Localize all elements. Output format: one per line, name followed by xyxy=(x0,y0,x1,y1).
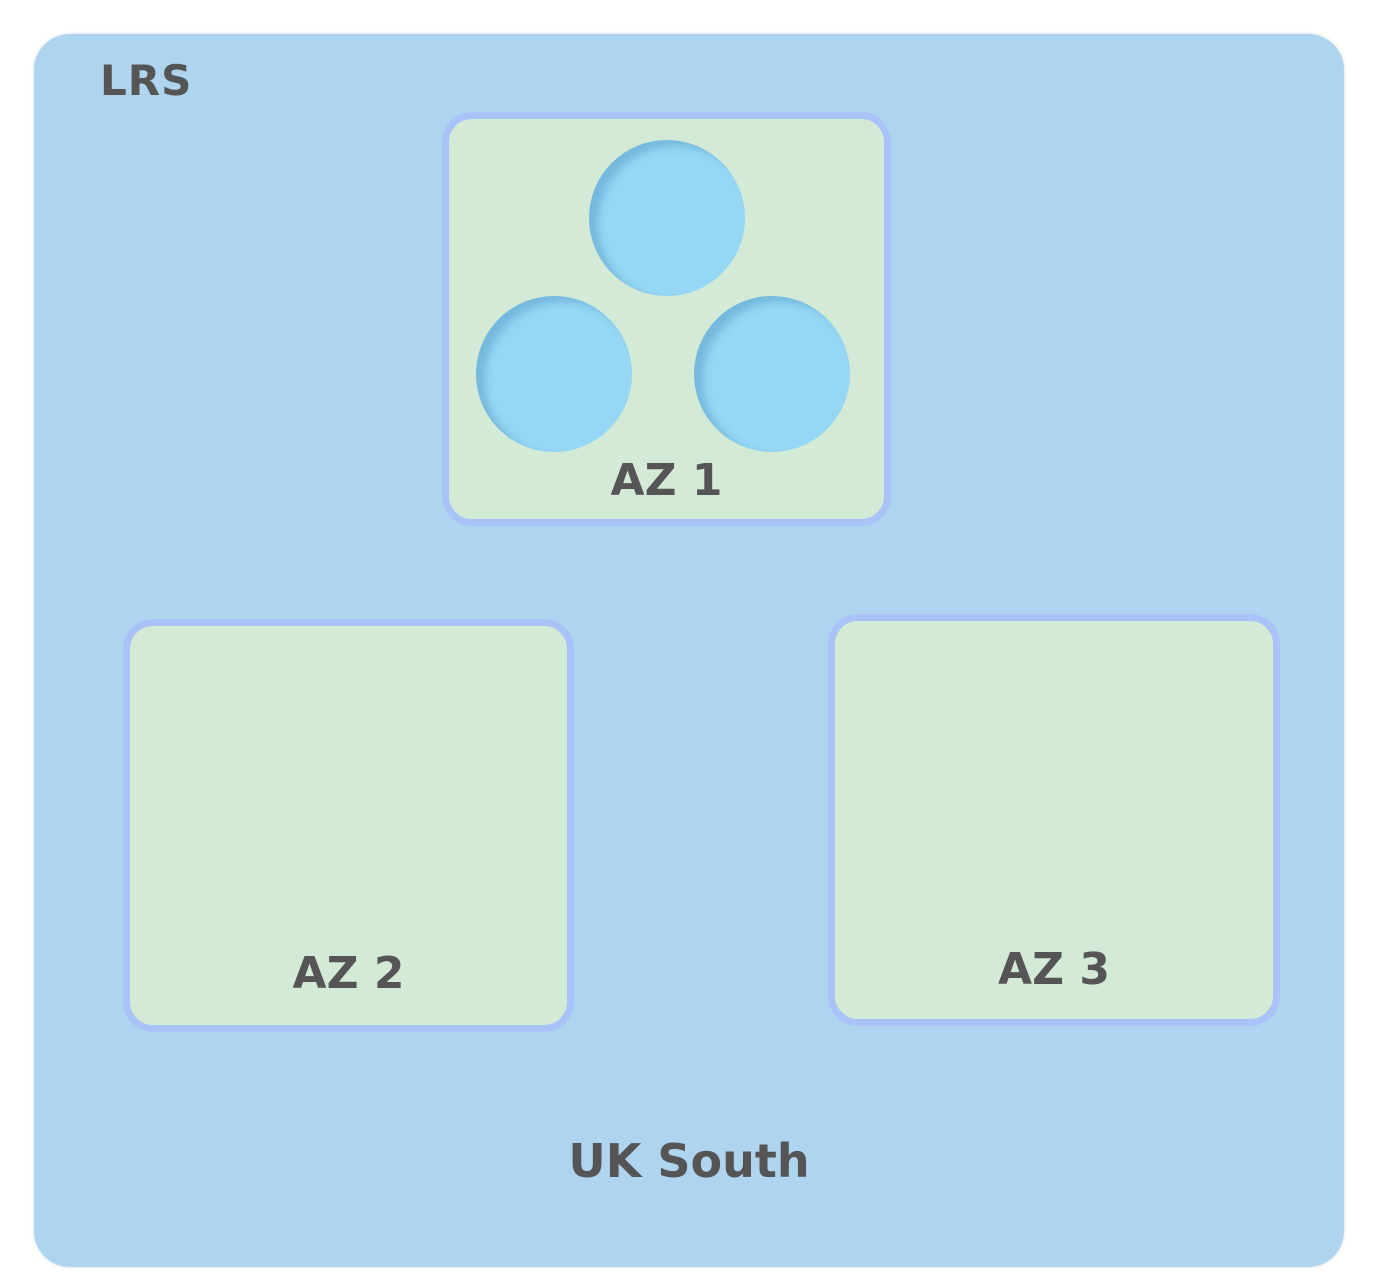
redundancy-label: LRS xyxy=(100,56,193,105)
zone-label: AZ 3 xyxy=(998,944,1110,995)
replica-disk-icon xyxy=(694,296,850,452)
replica-disk-icon xyxy=(589,140,745,296)
zone-label: AZ 2 xyxy=(292,948,405,999)
availability-zone-2: AZ 2 xyxy=(123,619,574,1032)
region-label: UK South xyxy=(568,1134,810,1188)
availability-zone-1: AZ 1 xyxy=(442,112,891,526)
replica-disk-icon xyxy=(476,296,632,452)
zone-label: AZ 1 xyxy=(610,455,723,506)
availability-zone-3: AZ 3 xyxy=(828,614,1280,1026)
